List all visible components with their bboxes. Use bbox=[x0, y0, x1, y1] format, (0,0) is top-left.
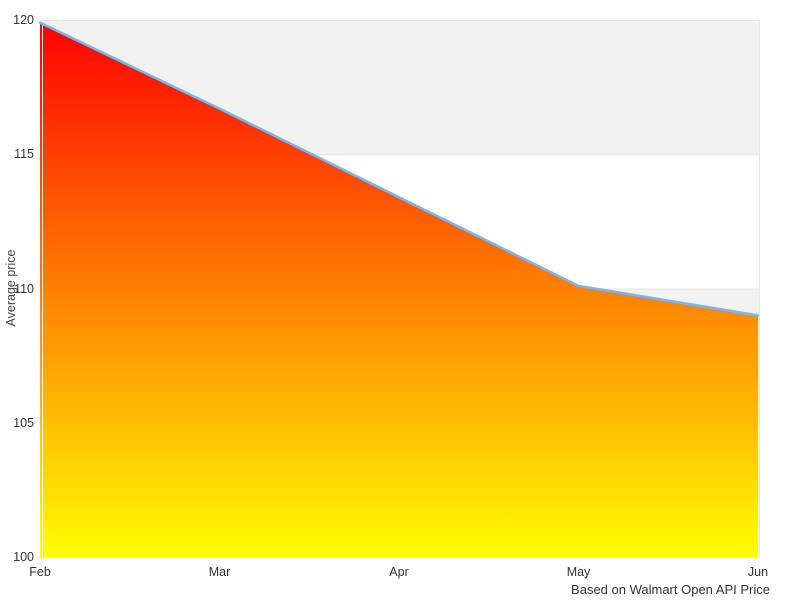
y-tick-label-100: 100 bbox=[13, 550, 34, 564]
y-axis-tick-labels: 100 105 110 115 120 bbox=[0, 0, 36, 600]
x-axis-tick-labels: Feb Mar Apr May Jun bbox=[0, 564, 800, 580]
y-tick-label-105: 105 bbox=[13, 415, 34, 430]
y-axis-title: Average price bbox=[4, 249, 18, 327]
x-tick-label-apr: Apr bbox=[389, 565, 409, 579]
chart-caption: Based on Walmart Open API Price bbox=[571, 582, 770, 597]
x-tick-label-mar: Mar bbox=[208, 565, 231, 579]
area-series-fill bbox=[40, 22, 758, 558]
area-series-line bbox=[38, 21, 760, 317]
y-tick-label-115: 115 bbox=[14, 147, 34, 162]
y-tick-label-110: 110 bbox=[14, 281, 34, 296]
x-tick-label-feb: Feb bbox=[29, 565, 51, 579]
x-tick-label-may: May bbox=[566, 565, 591, 579]
x-tick-label-jun: Jun bbox=[747, 565, 769, 579]
y-tick-label-120: 120 bbox=[13, 13, 34, 27]
